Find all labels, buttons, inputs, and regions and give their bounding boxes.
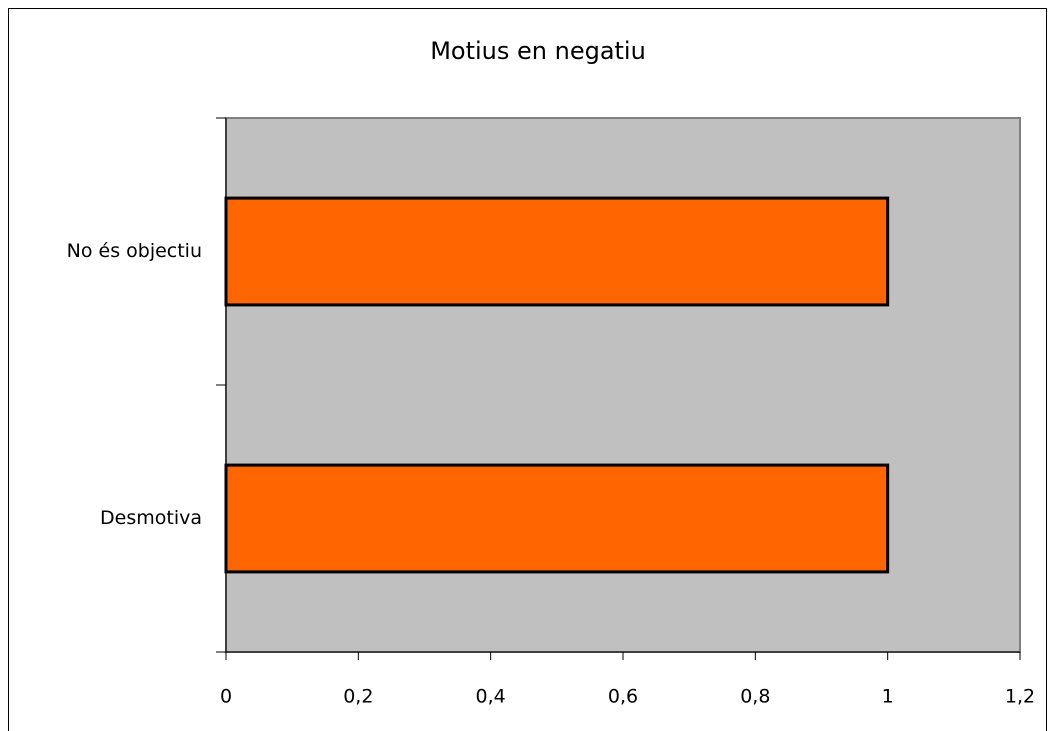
x-tick-label: 0,6 bbox=[608, 686, 638, 708]
x-tick-label: 1 bbox=[882, 686, 894, 708]
bar bbox=[224, 196, 890, 307]
chart-title: Motius en negatiu bbox=[430, 37, 646, 65]
x-tick-label: 0,8 bbox=[740, 686, 770, 708]
y-tick-label: Desmotiva bbox=[100, 507, 202, 529]
bar bbox=[224, 463, 890, 574]
x-tick-label: 0,4 bbox=[476, 686, 506, 708]
y-tick-label: No és objectiu bbox=[67, 240, 202, 262]
x-tick-label: 0 bbox=[220, 686, 232, 708]
x-tick-label: 0,2 bbox=[343, 686, 373, 708]
x-tick-label: 1,2 bbox=[1005, 686, 1035, 708]
